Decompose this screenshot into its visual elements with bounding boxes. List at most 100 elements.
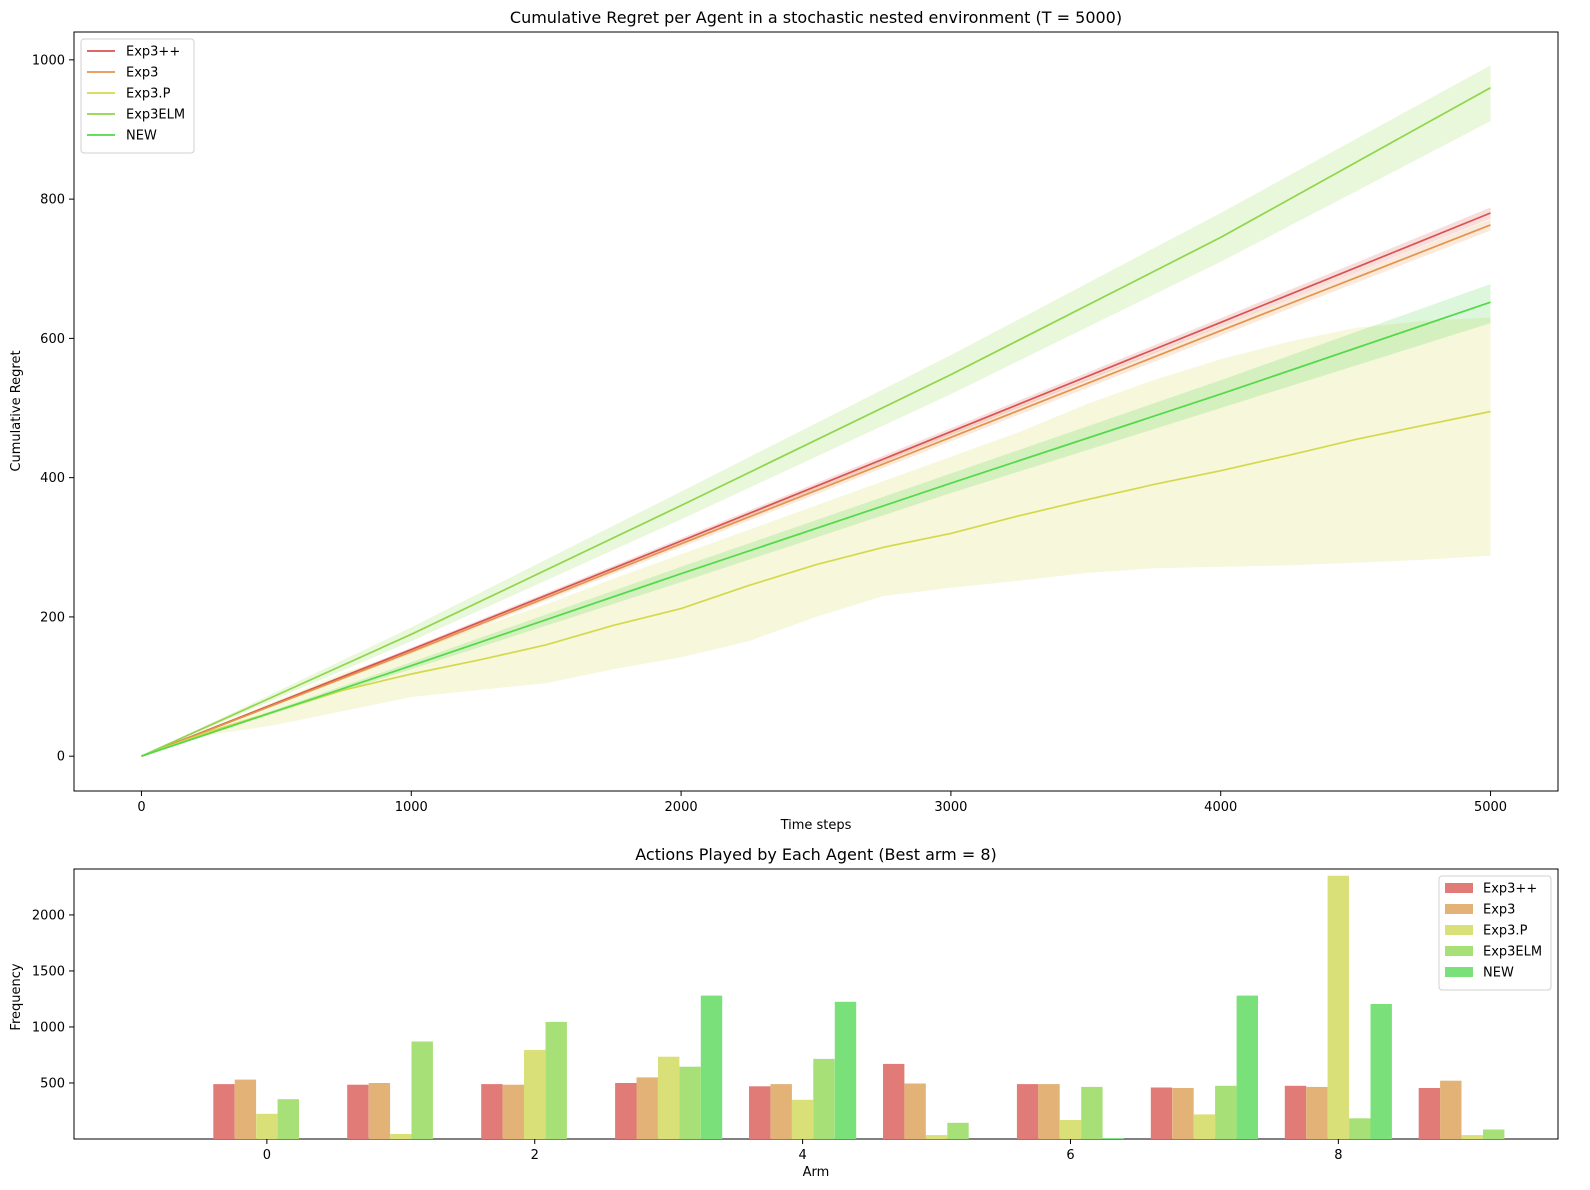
series-line-exp3-	[141, 212, 1491, 757]
bar-new	[1370, 1004, 1392, 1139]
bar-new	[700, 995, 723, 1139]
bar-exp3elm	[1349, 1118, 1371, 1139]
legend-swatch	[1445, 904, 1473, 914]
bar-new	[834, 1001, 857, 1139]
x-tick-label: 8	[1334, 1148, 1342, 1163]
bar-exp3-p	[1193, 1114, 1216, 1139]
bar-exp3-p	[1461, 1135, 1483, 1139]
y-tick-label: 1000	[32, 1020, 65, 1035]
bar-exp3-p	[524, 1049, 546, 1139]
y-tick-label: 1000	[32, 53, 65, 68]
bar-chart-ylabel: Frequency	[9, 963, 24, 1030]
bar-exp3-	[615, 1083, 637, 1139]
legend-label: Exp3.P	[1483, 924, 1528, 939]
band-exp3-p	[141, 317, 1491, 757]
legend-swatch	[1445, 925, 1473, 935]
bar-exp3	[770, 1084, 792, 1139]
y-tick-label: 500	[40, 1076, 65, 1091]
x-tick-label: 6	[1066, 1148, 1074, 1163]
series-line-exp3	[141, 224, 1491, 757]
x-tick-label: 0	[263, 1148, 271, 1163]
plot-frame	[73, 31, 1559, 792]
bar-exp3elm	[947, 1122, 969, 1139]
legend-label: Exp3	[126, 66, 158, 81]
legend-label: Exp3++	[126, 45, 180, 60]
bar-exp3-	[1284, 1085, 1307, 1139]
bar-exp3-p	[925, 1135, 948, 1139]
y-tick-label: 800	[40, 193, 65, 208]
line-chart: 0 1000 2000 3000 4000 5000 02004006008001000 …	[9, 8, 1559, 833]
bar-exp3-	[749, 1086, 771, 1139]
legend-label: Exp3ELM	[126, 108, 185, 123]
legend-swatch	[1445, 883, 1473, 893]
x-tick-label: 5000	[1474, 800, 1507, 815]
bar-exp3	[1038, 1084, 1060, 1139]
bar-exp3elm	[813, 1058, 835, 1139]
bar-chart: 0 2 4 6 8 500 1000 1500 2000 Actions Played by …	[9, 845, 1559, 1180]
legend-box	[80, 38, 195, 154]
band-new	[141, 284, 1491, 757]
band-exp3	[141, 219, 1491, 757]
legend-swatch	[1445, 967, 1473, 977]
bar-exp3elm	[545, 1021, 567, 1139]
y-tick-label: 2000	[32, 908, 65, 923]
bar-exp3-p	[658, 1056, 680, 1139]
bar-chart-xlabel: Arm	[803, 1165, 830, 1180]
series-line-exp3elm	[141, 86, 1491, 757]
x-tick-label: 1000	[395, 800, 428, 815]
bar-exp3-p	[390, 1134, 412, 1139]
bar-exp3	[636, 1077, 658, 1139]
bar-exp3-	[1150, 1087, 1173, 1139]
legend-label: NEW	[126, 129, 157, 144]
bar-exp3-	[883, 1063, 905, 1139]
line-chart-xlabel: Time steps	[780, 818, 852, 833]
line-chart-ylabel: Cumulative Regret	[9, 350, 24, 471]
line-chart-title: Cumulative Regret per Agent in a stochas…	[510, 8, 1122, 27]
bar-chart-title: Actions Played by Each Agent (Best arm =…	[635, 845, 997, 864]
series-line-new	[141, 301, 1491, 758]
bar-exp3-p	[1059, 1120, 1082, 1139]
bar-exp3	[502, 1084, 524, 1139]
bar-exp3-	[481, 1084, 503, 1139]
bar-exp3	[1306, 1086, 1328, 1139]
legend-label: Exp3++	[1483, 882, 1537, 897]
bar-exp3-p	[791, 1099, 814, 1139]
bar-exp3	[1172, 1088, 1194, 1139]
bar-new	[1236, 995, 1258, 1139]
x-tick-label: 2	[531, 1148, 539, 1163]
y-tick-label: 1500	[32, 964, 65, 979]
bar-new	[1102, 1138, 1124, 1139]
x-axis-ticks: 0 1000 2000 3000 4000 5000	[137, 791, 1507, 815]
series-line-exp3-p	[141, 410, 1491, 757]
line-chart-legend: Exp3++ Exp3 Exp3.P Exp3ELM NEW	[80, 38, 195, 154]
bar-exp3-	[213, 1084, 235, 1139]
bar-exp3elm	[1081, 1086, 1103, 1139]
bar-chart-legend: Exp3++ Exp3 Exp3.P Exp3ELM NEW	[1438, 875, 1552, 991]
bars	[213, 875, 1505, 1139]
y-axis-ticks: 0 200 400 600 800 1000	[32, 53, 74, 765]
y-tick-label: 200	[40, 610, 65, 625]
bar-exp3elm	[679, 1066, 701, 1139]
legend-label: Exp3.P	[126, 87, 171, 102]
bar-exp3-	[347, 1084, 369, 1139]
bar-exp3-	[1016, 1084, 1039, 1139]
y-tick-label: 0	[57, 750, 65, 765]
y-tick-label: 600	[40, 332, 65, 347]
x-axis-ticks: 0 2 4 6 8	[263, 1139, 1342, 1163]
legend-label: NEW	[1483, 966, 1514, 981]
x-tick-label: 0	[137, 800, 145, 815]
x-tick-label: 3000	[934, 800, 967, 815]
confidence-bands	[141, 65, 1491, 757]
bar-exp3elm	[411, 1041, 433, 1139]
series-lines	[141, 86, 1491, 758]
bar-exp3	[1440, 1080, 1462, 1139]
bar-exp3-p	[1327, 875, 1349, 1139]
bar-exp3-	[1418, 1088, 1441, 1139]
legend-label: Exp3ELM	[1483, 945, 1542, 960]
bar-exp3elm	[1215, 1085, 1237, 1139]
bar-exp3elm	[1483, 1129, 1505, 1139]
legend-label: Exp3	[1483, 903, 1515, 918]
bar-exp3	[904, 1083, 926, 1139]
y-tick-label: 400	[40, 471, 65, 486]
